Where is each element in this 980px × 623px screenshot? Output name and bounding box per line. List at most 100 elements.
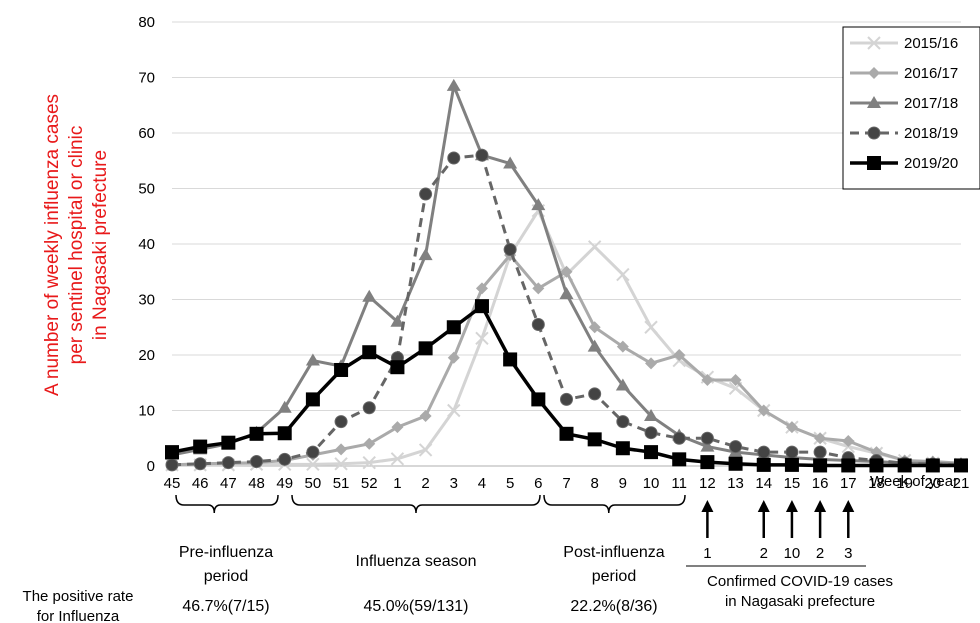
marker-circle	[193, 457, 207, 471]
marker-triangle	[644, 409, 659, 422]
marker-square	[418, 341, 433, 356]
marker-square	[587, 432, 602, 447]
marker-circle	[588, 387, 602, 401]
period-rate: 46.7%(7/15)	[182, 598, 269, 615]
marker-circle	[729, 440, 743, 454]
marker-square	[362, 345, 377, 360]
y-tick-label: 80	[138, 14, 155, 31]
x-tick-label: 4	[478, 475, 486, 492]
x-tick-label: 6	[534, 475, 542, 492]
series-lines	[165, 78, 968, 473]
marker-square	[867, 156, 881, 170]
period-label: Post-influenza	[563, 544, 664, 561]
marker-diamond	[868, 67, 880, 79]
x-tick-label: 5	[506, 475, 514, 492]
marker-square	[925, 458, 940, 473]
x-tick-label: 2	[421, 475, 429, 492]
marker-triangle	[305, 353, 320, 366]
period-label: Pre-influenza	[179, 544, 273, 561]
period-label: period	[592, 568, 636, 585]
covid-annotations: 1 2 10 2 3 Confirmed COVID-19 cases in Nagasak…	[686, 500, 893, 610]
marker-x	[362, 455, 376, 470]
period-label: Influenza season	[356, 553, 477, 570]
x-tick-label: 49	[276, 475, 293, 492]
covid-arrow-head	[701, 500, 714, 512]
marker-diamond	[419, 410, 432, 423]
marker-diamond	[335, 443, 348, 456]
x-tick-label: 12	[699, 475, 716, 492]
y-tick-label: 10	[138, 403, 155, 420]
x-tick-label: 21	[953, 475, 970, 492]
marker-circle	[334, 415, 348, 429]
marker-square	[390, 360, 405, 375]
marker-square	[474, 299, 489, 314]
marker-square	[559, 426, 574, 441]
x-tick-label: 17	[840, 475, 857, 492]
marker-diamond	[757, 404, 770, 417]
marker-circle	[644, 426, 658, 440]
marker-x	[447, 403, 461, 418]
x-tick-label: 46	[192, 475, 209, 492]
marker-triangle	[277, 400, 292, 413]
covid-arrow-head	[757, 500, 770, 512]
marker-square	[615, 441, 630, 456]
covid-arrow-head	[842, 500, 855, 512]
marker-diamond	[391, 421, 404, 434]
marker-circle	[475, 148, 489, 162]
y-axis-label-line: A number of weekly influenza cases	[42, 94, 63, 396]
y-tick-label: 0	[147, 458, 155, 475]
legend-label: 2018/19	[904, 125, 958, 142]
period-bracket	[543, 494, 686, 514]
x-tick-label: 3	[450, 475, 458, 492]
rate-row-label: for Influenza	[37, 608, 120, 623]
period-brackets: Pre-influenza period 46.7%(7/15) Influenza …	[23, 494, 686, 623]
marker-circle	[813, 445, 827, 459]
marker-square	[954, 458, 968, 473]
y-axis-ticks: 0 10 20 30 40 50 60 70 80	[138, 14, 155, 475]
x-tick-label: 14	[755, 475, 772, 492]
x-tick-label: 16	[812, 475, 829, 492]
marker-triangle	[362, 289, 377, 302]
marker-circle	[757, 445, 771, 459]
marker-square	[869, 458, 884, 473]
marker-x	[644, 320, 658, 334]
marker-circle	[531, 317, 545, 331]
marker-circle	[503, 243, 517, 257]
marker-x	[867, 36, 881, 50]
covid-count: 1	[703, 545, 711, 562]
marker-diamond	[785, 421, 798, 434]
legend-label: 2016/17	[904, 65, 958, 82]
x-tick-label: 7	[562, 475, 570, 492]
marker-x	[587, 240, 602, 254]
x-tick-label: 10	[643, 475, 660, 492]
marker-circle	[616, 415, 630, 429]
marker-circle	[447, 151, 461, 165]
period-bracket	[175, 494, 279, 514]
marker-square	[728, 456, 743, 471]
marker-diamond	[560, 265, 573, 278]
x-tick-label: 9	[619, 475, 627, 492]
marker-diamond	[842, 435, 855, 448]
marker-diamond	[814, 432, 827, 445]
period-label: period	[204, 568, 248, 585]
covid-count: 10	[784, 545, 801, 562]
marker-triangle	[446, 78, 461, 91]
marker-circle	[560, 392, 573, 406]
marker-square	[531, 392, 546, 407]
marker-x	[475, 331, 489, 346]
x-tick-label: 1	[393, 475, 401, 492]
y-tick-label: 70	[138, 70, 155, 87]
marker-circle	[250, 455, 264, 469]
y-tick-label: 30	[138, 292, 155, 309]
marker-diamond	[616, 340, 629, 353]
y-axis-label: A number of weekly influenza cases per se…	[42, 94, 111, 396]
marker-diamond	[588, 321, 601, 334]
marker-x	[418, 443, 433, 457]
marker-square	[644, 445, 659, 460]
period-bracket	[291, 494, 541, 514]
x-tick-label: 11	[671, 475, 687, 492]
x-tick-label: 52	[361, 475, 378, 492]
marker-circle	[419, 187, 433, 201]
marker-square	[221, 435, 236, 450]
